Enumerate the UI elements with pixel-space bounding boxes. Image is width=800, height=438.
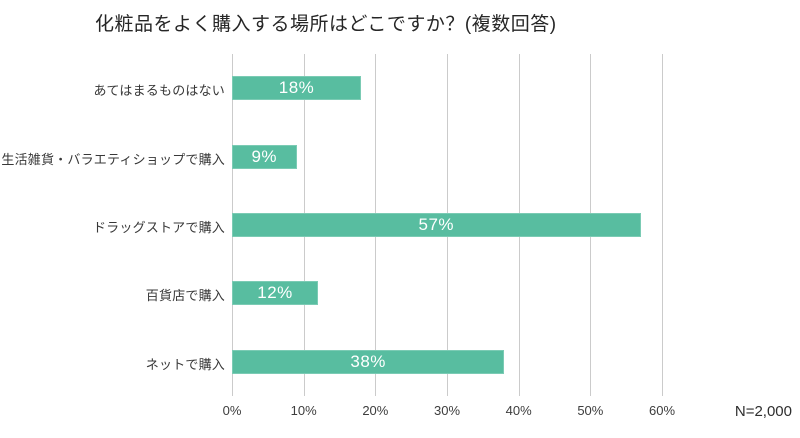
x-axis-tick-label: 40% bbox=[505, 403, 532, 418]
bar-value-label: 57% bbox=[418, 215, 455, 234]
bar: 38% bbox=[232, 349, 505, 374]
bar: 18% bbox=[232, 76, 361, 101]
category-label: あてはまるものはない bbox=[93, 83, 225, 99]
bar: 12% bbox=[232, 281, 318, 306]
bar: 57% bbox=[232, 213, 641, 237]
category-label: 百貨店で購入 bbox=[145, 288, 225, 304]
category-label: ドラッグストアで購入 bbox=[92, 220, 225, 235]
gridline-60 bbox=[662, 54, 663, 396]
x-axis-tick-label: 0% bbox=[222, 403, 242, 418]
x-axis-tick-label: 10% bbox=[290, 403, 317, 418]
category-label: ネットで購入 bbox=[145, 356, 225, 372]
x-axis-tick-label: 30% bbox=[433, 403, 461, 418]
bar-value-label: 9% bbox=[251, 146, 278, 166]
chart-title: 化粧品をよく購入する場所はどこですか？(複数回答) bbox=[95, 14, 557, 35]
x-axis-tick-label: 50% bbox=[577, 403, 604, 418]
x-axis-tick-label: 20% bbox=[362, 403, 389, 418]
bar-value-label: 38% bbox=[350, 351, 386, 371]
bar-value-label: 12% bbox=[257, 283, 293, 303]
bar: 9% bbox=[232, 144, 297, 169]
bar-value-label: 18% bbox=[278, 78, 315, 98]
x-axis-tick-label: 60% bbox=[648, 403, 676, 418]
category-label: 生活雑貨・バラエティショップで購入 bbox=[1, 151, 225, 167]
sample-size-note: N=2,000 bbox=[734, 403, 792, 420]
